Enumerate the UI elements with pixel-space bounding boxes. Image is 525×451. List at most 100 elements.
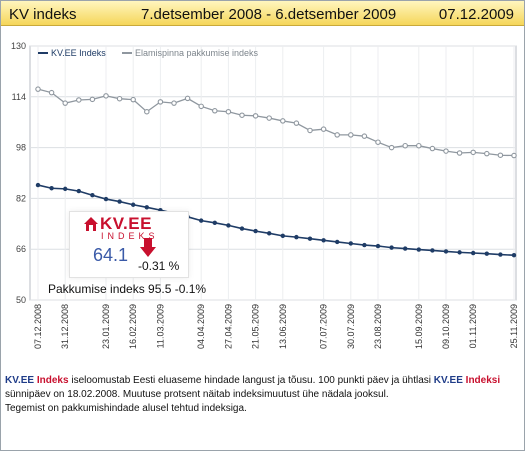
data-point <box>239 226 245 231</box>
data-point <box>62 100 68 106</box>
data-point <box>497 152 504 158</box>
data-point <box>35 86 41 92</box>
x-tick-label: 25.11.2009 <box>509 304 519 348</box>
data-point <box>429 145 436 152</box>
data-point <box>225 108 232 115</box>
data-point <box>511 152 517 159</box>
data-point <box>198 103 204 110</box>
y-tick-label: 98 <box>16 143 26 153</box>
data-point <box>157 99 164 105</box>
data-point <box>48 89 55 96</box>
kv-index-badge: KV.EE INDEKS 64.1 -0.31 % <box>69 211 189 278</box>
data-point <box>484 251 489 256</box>
data-point <box>62 186 68 192</box>
data-point <box>89 96 96 103</box>
data-point <box>144 205 149 210</box>
data-point <box>470 149 476 156</box>
y-tick-label: 130 <box>11 41 26 51</box>
data-point <box>443 148 449 154</box>
data-point <box>416 142 422 149</box>
house-logo-icon <box>84 217 98 231</box>
indeks-logo-sub: INDEKS <box>101 231 159 241</box>
date-range: 7.detsember 2008 - 6.detsember 2009 <box>141 6 397 23</box>
data-point <box>280 118 286 124</box>
data-point <box>388 144 395 151</box>
data-point <box>184 95 191 102</box>
data-point <box>498 252 503 257</box>
x-tick-label: 27.04.2009 <box>223 304 233 349</box>
data-point <box>76 97 82 103</box>
header-bar: KV indeks 7.detsember 2008 - 6.detsember… <box>1 1 524 26</box>
indeks-word-2: Indeksi <box>465 375 501 386</box>
data-point <box>375 243 381 249</box>
data-point <box>171 100 177 106</box>
data-point <box>389 245 394 250</box>
data-point <box>307 236 313 241</box>
data-point <box>403 246 408 251</box>
data-point <box>212 220 217 226</box>
data-point <box>266 115 272 121</box>
indeks-word-1: Indeks <box>36 375 69 386</box>
data-point <box>49 186 54 191</box>
data-point <box>307 127 313 134</box>
data-point <box>267 231 272 236</box>
data-point <box>484 150 490 157</box>
data-point <box>348 132 354 138</box>
data-point <box>103 93 109 99</box>
x-tick-label: 23.01.2009 <box>101 304 111 349</box>
data-point <box>35 182 41 188</box>
data-point <box>144 108 150 115</box>
data-point <box>294 234 299 240</box>
x-tick-label: 30.07.2009 <box>346 304 356 349</box>
y-tick-label: 82 <box>16 193 26 203</box>
data-point <box>116 95 123 102</box>
data-point <box>321 238 326 243</box>
widget-title: KV indeks <box>9 6 77 23</box>
y-tick-label: 66 <box>16 244 26 254</box>
x-tick-label: 11.03.2009 <box>155 304 165 348</box>
data-point <box>443 249 449 254</box>
series-line-kv-indeks <box>37 184 515 257</box>
x-tick-label: 04.04.2009 <box>196 304 206 349</box>
current-date: 07.12.2009 <box>438 6 514 23</box>
data-point <box>76 188 82 194</box>
data-point <box>320 126 327 132</box>
x-tick-label: 21.05.2009 <box>251 304 261 349</box>
data-point <box>457 250 462 255</box>
x-tick-label: 07.12.2008 <box>33 304 43 349</box>
index-line-chart: 50 66 82 98 114 130 07.12.2008 31.12.2008 23.01.… <box>11 41 519 349</box>
data-point <box>280 233 285 239</box>
description-line-3: Tegemist on pakkumishindade alusel tehtu… <box>5 403 247 414</box>
data-point <box>362 242 367 248</box>
data-point <box>212 108 218 114</box>
y-tick-label: 114 <box>12 92 26 102</box>
x-tick-label: 23.08.2009 <box>373 304 383 349</box>
legend-label: KV.EE Indeks <box>51 48 106 58</box>
data-point <box>456 150 463 156</box>
x-tick-label: 07.07.2009 <box>319 304 329 349</box>
x-tick-label: 31.12.2008 <box>60 304 70 349</box>
pakkumise-index-summary: Pakkumise indeks 95.5 -0.1% <box>48 282 207 296</box>
data-point <box>199 218 204 223</box>
data-point <box>430 248 435 253</box>
down-arrow-icon <box>140 238 156 257</box>
data-point <box>471 250 476 256</box>
data-point <box>253 228 258 234</box>
data-point <box>252 113 259 119</box>
data-point <box>375 139 381 145</box>
data-point <box>348 241 353 246</box>
data-point <box>335 239 340 245</box>
x-tick-label: 15.09.2009 <box>414 304 424 349</box>
data-point <box>117 199 122 204</box>
x-tick-label: 16.02.2009 <box>128 304 138 349</box>
data-point <box>131 202 136 207</box>
data-point <box>130 96 136 103</box>
data-point <box>226 223 231 228</box>
kv-index-change: -0.31 % <box>138 259 180 273</box>
description-part-1: iseloomustab Eesti eluaseme hindade lang… <box>68 375 434 386</box>
description-text: KV.EE Indeks iseloomustab Eesti eluaseme… <box>5 374 517 416</box>
data-point <box>90 193 95 198</box>
kv-index-value: 64.1 <box>93 245 129 265</box>
data-point <box>239 112 245 118</box>
data-point <box>103 196 109 202</box>
